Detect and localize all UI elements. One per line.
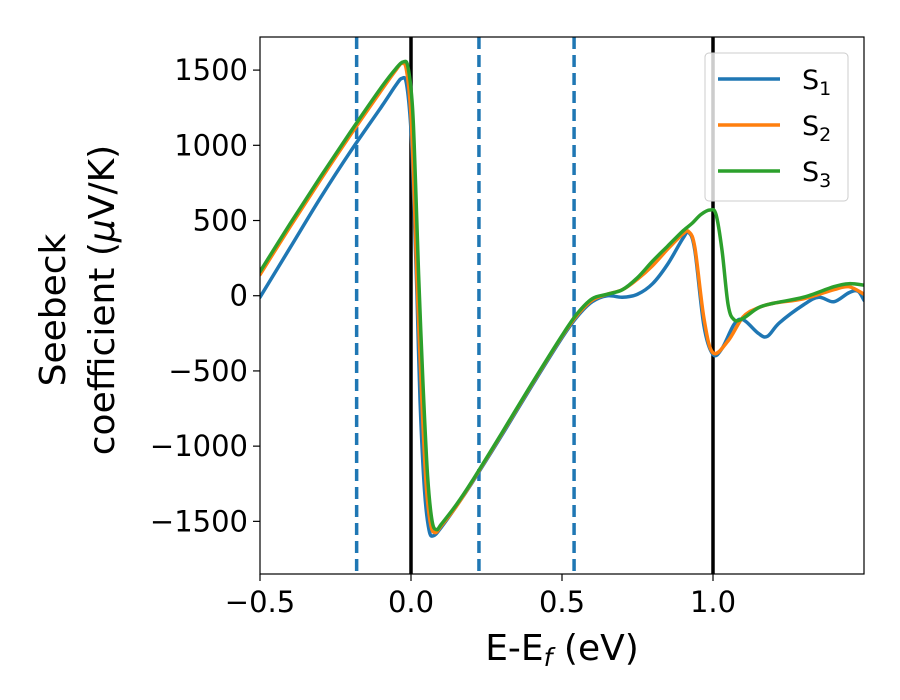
- x-axis-title: E-Ef (eV): [485, 628, 639, 672]
- y-tick-label: −1000: [150, 429, 248, 463]
- series-lines: [260, 59, 864, 538]
- x-tick-label: 0.0: [388, 585, 434, 619]
- x-axis-title-unit: (eV): [552, 628, 638, 669]
- y-axis-title-line2: coefficient (μV/K): [82, 145, 123, 455]
- legend-frame: [704, 52, 849, 202]
- y-axis-title-line1: Seebeck: [33, 233, 74, 386]
- y-tick-label: 1000: [174, 128, 248, 162]
- y-tick-label: 0: [230, 279, 248, 313]
- legend-label-s1: S1: [802, 65, 831, 100]
- x-tick-label: −0.5: [225, 585, 295, 619]
- x-tick-label: 0.5: [539, 585, 585, 619]
- y-axis-title-mu: μ: [82, 219, 123, 243]
- x-axis-ticks: −0.5 0.0 0.5 1.0: [225, 574, 736, 619]
- x-tick-label: 1.0: [690, 585, 736, 619]
- y-axis-title-pre: coefficient (: [82, 242, 123, 455]
- y-tick-label: −1500: [150, 504, 248, 538]
- legend: S1 S2 S3: [704, 52, 849, 202]
- y-axis-ticks: 1500 1000 500 0 −500 −1000 −1500: [150, 53, 260, 538]
- legend-label-s2: S2: [802, 111, 831, 146]
- y-tick-label: −500: [168, 354, 248, 388]
- series-line-s3: [260, 59, 864, 532]
- y-tick-label: 1500: [174, 53, 248, 87]
- y-tick-label: 500: [193, 204, 248, 238]
- legend-label-s3: S3: [802, 157, 831, 192]
- x-axis-title-main: E-E: [485, 628, 543, 669]
- y-axis-title-post: V/K): [82, 145, 123, 219]
